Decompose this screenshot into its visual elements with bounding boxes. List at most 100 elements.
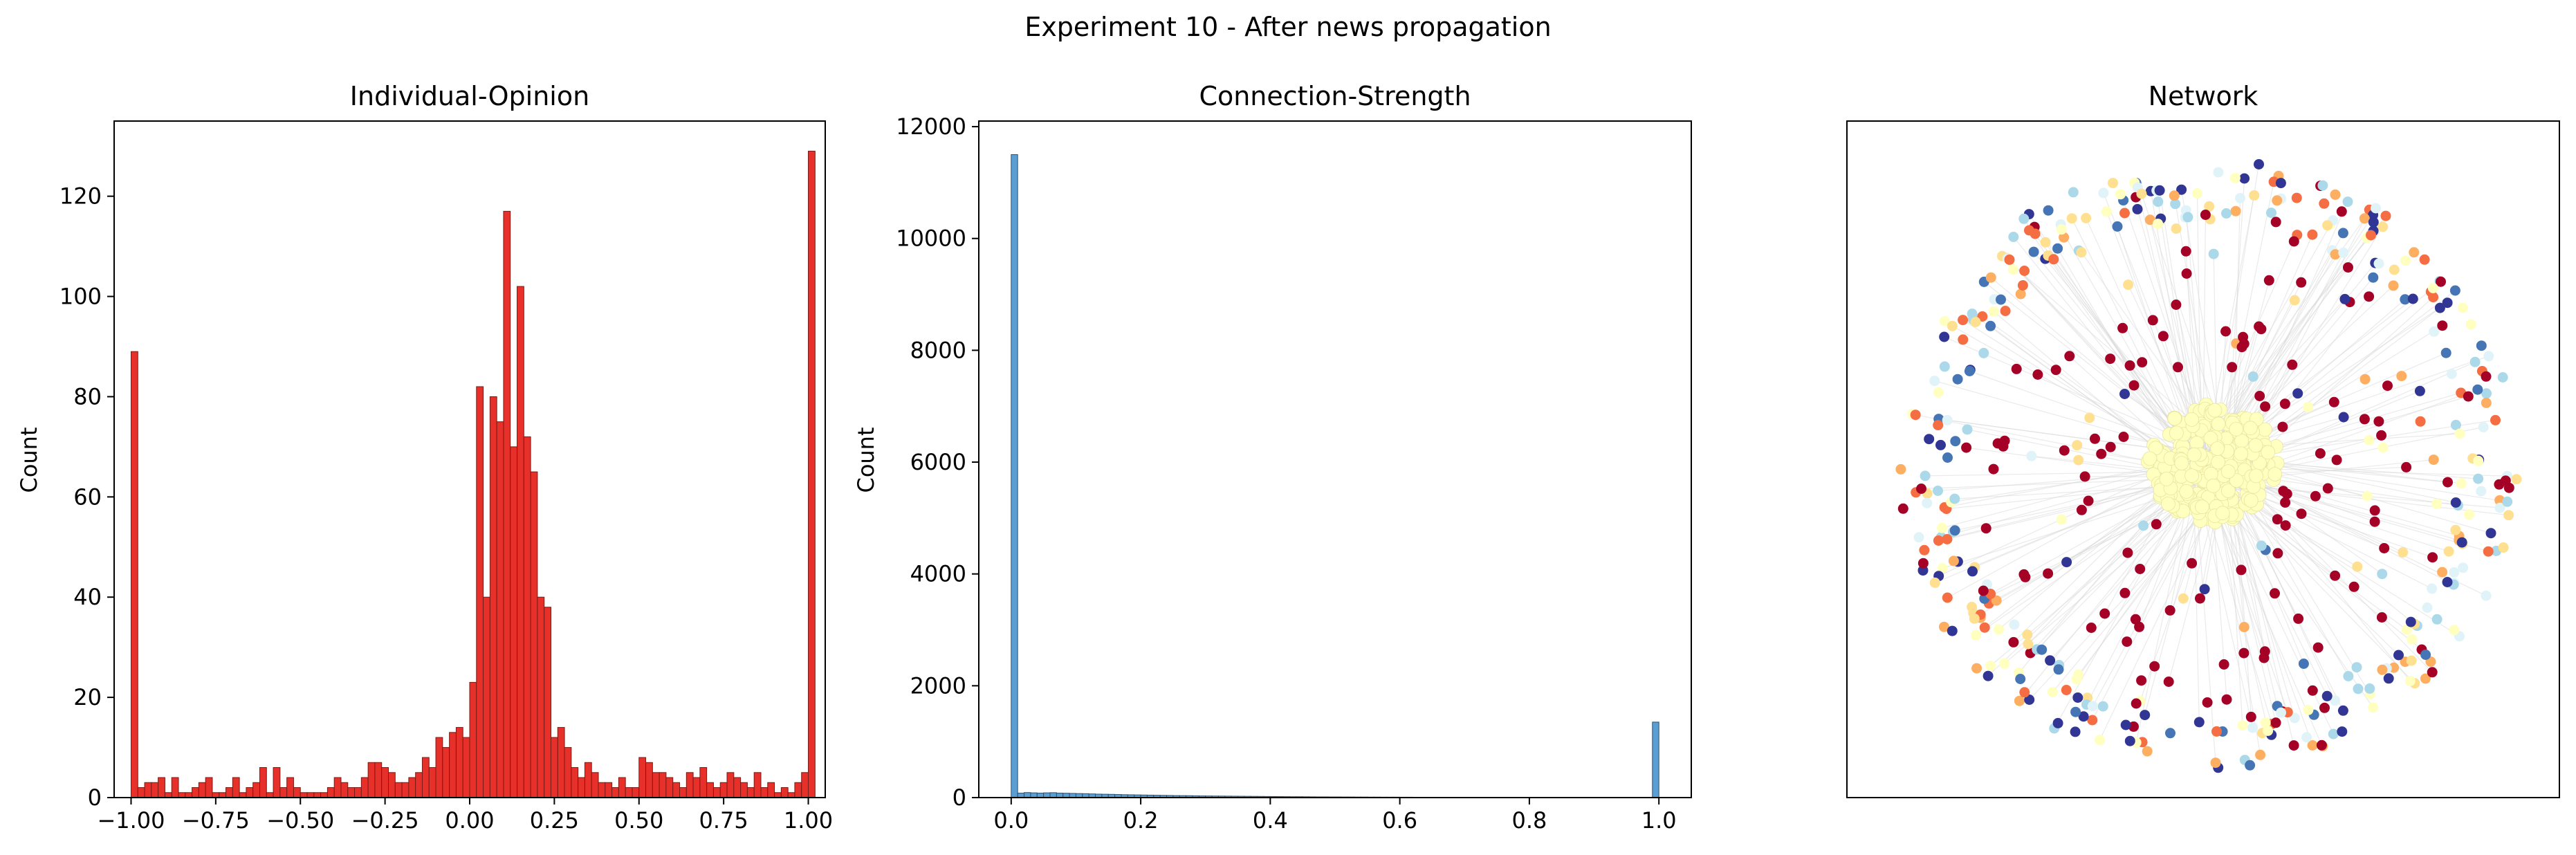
network-node [2052,717,2063,728]
connection-bar [1030,792,1038,798]
network-node [2331,454,2342,466]
network-node [2123,279,2134,291]
network-node [1947,625,1958,636]
network-node [2105,353,2116,365]
network-hub-node [2203,466,2218,481]
figure-title: Experiment 10 - After news propagation [1024,12,1551,42]
network-node [2465,319,2476,330]
network-node [1933,387,1944,398]
opinion-bars [130,150,816,798]
network-node [2073,454,2084,466]
network-node [2352,561,2363,572]
opinion-bar [584,762,592,798]
opinion-bar [496,421,504,798]
opinion-bar [421,757,430,798]
network-node [2256,540,2267,551]
network-node [2431,498,2442,509]
network-node [1933,486,1943,496]
network-node [2081,212,2092,223]
network-hub-node [2234,446,2249,461]
network-node [2368,272,2379,283]
network-node [2450,419,2461,430]
network-node [1967,602,1978,612]
network-node [2072,692,2083,703]
network-hub-node [2267,467,2283,481]
network-node [2236,564,2247,576]
opinion-x-tick-label: −1.00 [97,807,165,834]
network-node [2511,474,2522,485]
network-node [2061,685,2072,695]
network-node [2028,246,2039,257]
network-node [2122,636,2133,647]
network-node [2463,509,2474,520]
network-node [2389,264,2400,275]
network-node [1937,522,1947,533]
opinion-y-ticks: 0 20 40 60 80 100 120 [59,183,114,811]
network-node [1969,613,1980,624]
network-node [2182,212,2193,223]
network-node [2322,483,2333,494]
network-hub-node [2206,478,2221,493]
network-node [2339,293,2350,304]
network-node [2366,230,2376,241]
network-node [2131,698,2142,709]
network-node [2014,695,2025,706]
opinion-bar [774,792,782,798]
network-node [2220,326,2232,337]
network-node [2117,322,2128,333]
connection-x-tick-label: 0.8 [1511,807,1547,834]
connection-y-tick-label: 10000 [896,226,966,252]
network-node [2476,340,2487,351]
network-node [2396,371,2407,382]
opinion-x-tick-label: −0.50 [266,807,334,834]
network-node [1895,463,1906,475]
network-node [2291,192,2302,203]
opinion-bar [394,782,403,798]
opinion-bar [665,777,674,798]
network-node [2369,516,2380,527]
opinion-bar [578,777,585,798]
network-node [2019,266,2030,276]
network-hub-node [2207,403,2223,418]
opinion-bar [333,777,342,798]
network-node [2008,232,2019,242]
opinion-y-tick-label: 100 [59,284,102,310]
network-node [2485,528,2496,539]
network-node [2301,732,2312,743]
network-node [2180,246,2191,257]
network-node [2259,646,2270,657]
network-hub-node [2179,484,2194,499]
network-node [2307,685,2318,696]
network-node [2494,479,2505,490]
network-node [2359,213,2370,224]
network-hub-node [2184,468,2200,483]
network-node [2330,189,2341,200]
network-hub-node [2249,468,2264,484]
opinion-bar [185,792,193,798]
network-node [2473,455,2484,466]
network-node [2254,159,2264,169]
network-node [2078,711,2089,722]
network-node [2456,537,2467,548]
network-node [2068,187,2079,198]
network-node [1988,463,1999,475]
network-node [2317,180,2328,191]
opinion-bar [347,787,356,798]
network-node [1952,374,1963,385]
network-node [2164,605,2175,616]
network-node [2400,255,2411,266]
connection-y-tick-label: 8000 [910,337,966,363]
network-node [2364,683,2375,694]
connection-y-ticks: 0 2000 4000 6000 8000 10000 12000 [896,113,979,811]
network-node [2086,623,2097,633]
opinion-bar [510,446,518,798]
network-node [2431,614,2442,625]
network-node [2245,711,2256,722]
network-node [1950,436,1961,447]
network-node [2483,351,2494,362]
opinion-bar [794,782,802,798]
network-node [1947,320,1958,331]
network-node [2056,224,2067,235]
network-node [2427,552,2438,563]
network-node [2419,254,2430,265]
